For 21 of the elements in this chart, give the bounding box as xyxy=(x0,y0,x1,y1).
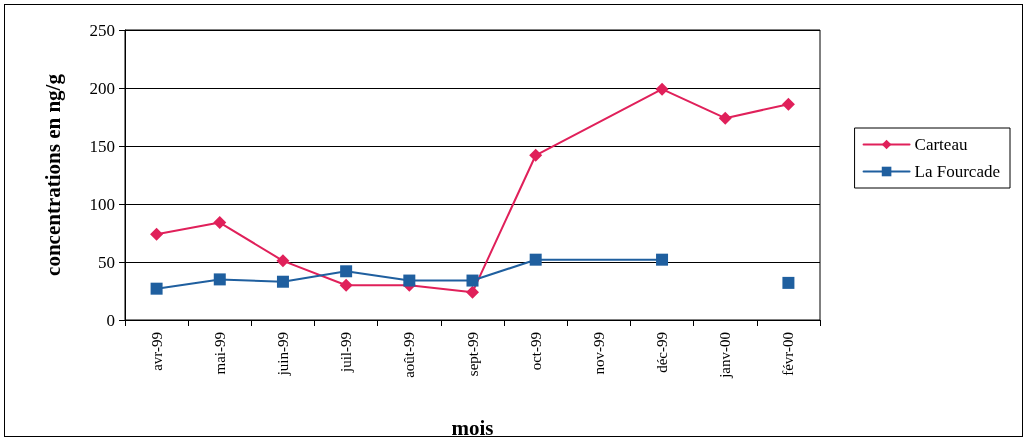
y-tick-label: 200 xyxy=(89,78,115,98)
x-tick-label: janv-00 xyxy=(717,332,734,379)
y-axis-title: concentrations en ng/g xyxy=(40,73,65,276)
x-tick-label: avr-99 xyxy=(148,332,165,371)
x-tick-label: oct-99 xyxy=(527,332,544,371)
x-tick-label: mai-99 xyxy=(211,332,228,375)
y-tick-label: 250 xyxy=(89,20,115,40)
x-axis-title: mois xyxy=(451,415,494,440)
x-tick-label: sept-99 xyxy=(464,332,481,377)
x-tick-label: févr-00 xyxy=(780,332,797,376)
x-tick-label: nov-99 xyxy=(590,332,607,375)
y-tick-label: 50 xyxy=(98,252,115,272)
x-tick-label: juin-99 xyxy=(274,332,291,377)
y-tick-label: 150 xyxy=(89,136,115,156)
y-tick-label: 100 xyxy=(89,194,115,214)
legend-label: La Fourcade xyxy=(914,162,1001,181)
x-tick-label: août-99 xyxy=(401,332,418,378)
x-tick-label: déc-99 xyxy=(654,332,671,373)
y-tick-label: 0 xyxy=(106,310,115,330)
legend-label: Carteau xyxy=(914,135,968,154)
x-tick-label: juil-99 xyxy=(338,332,355,373)
